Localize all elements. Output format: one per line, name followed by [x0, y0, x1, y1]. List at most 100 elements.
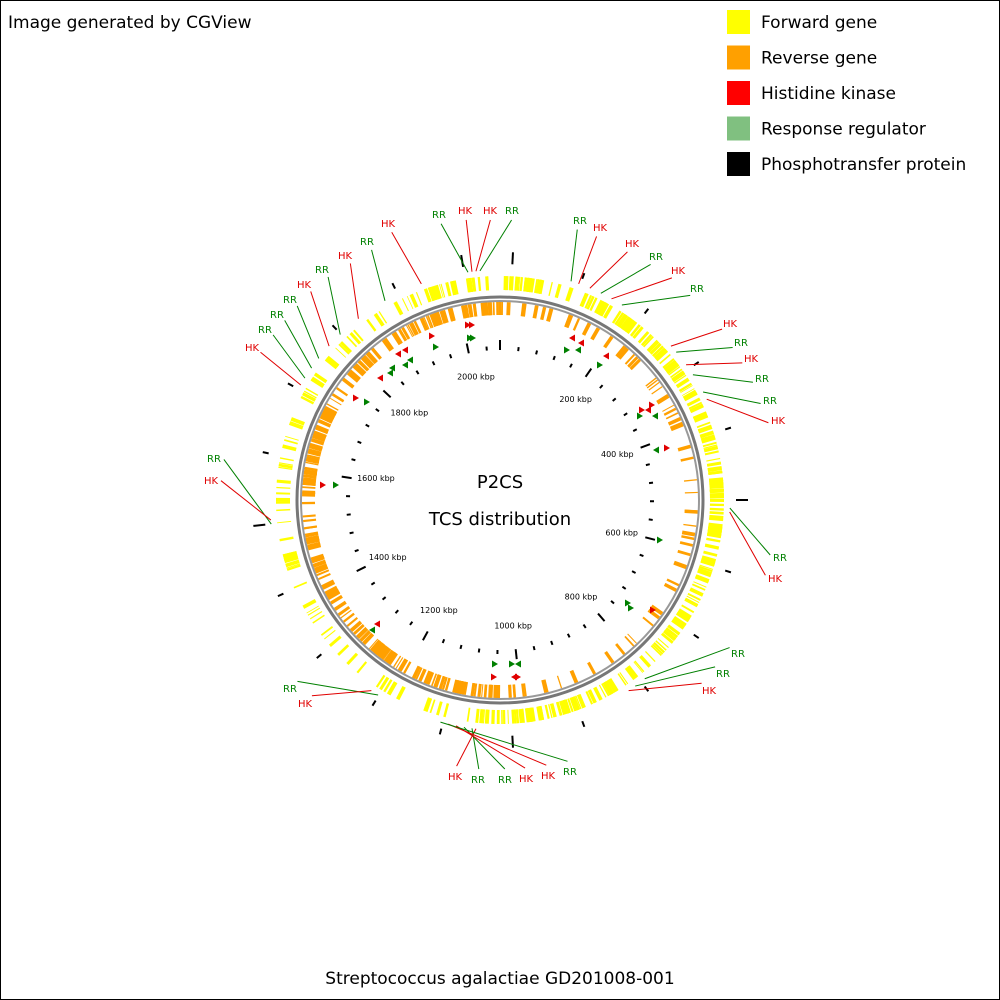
forward-gene [624, 319, 636, 334]
scale-tick [431, 361, 436, 366]
legend-label: Response regulator [761, 120, 926, 140]
reverse-gene [357, 360, 369, 372]
forward-gene [378, 311, 388, 324]
label-leader [621, 294, 691, 306]
tcs-label: HK [245, 343, 260, 354]
forward-gene [709, 482, 724, 487]
label-leader [600, 263, 651, 294]
forward-gene [663, 359, 677, 371]
reverse-gene [603, 335, 614, 349]
outer-tick [724, 569, 732, 574]
reverse-gene [305, 459, 320, 465]
tcs-marker [402, 346, 408, 354]
scale-tick [354, 548, 359, 553]
forward-gene [303, 390, 317, 399]
forward-gene [356, 661, 368, 674]
reverse-gene [367, 351, 378, 363]
reverse-gene [331, 394, 344, 403]
scale-label: 1000 kbp [494, 621, 532, 630]
reverse-gene [425, 315, 432, 329]
forward-gene [279, 536, 294, 542]
forward-gene [692, 411, 708, 421]
scale-label: 1200 kbp [420, 606, 458, 615]
forward-gene [688, 401, 703, 410]
forward-gene [653, 641, 666, 654]
tcs-marker [374, 620, 380, 628]
scale-tick [621, 585, 627, 590]
reverse-gene [441, 309, 449, 324]
tcs-marker [470, 334, 476, 342]
reverse-gene [383, 649, 393, 662]
reverse-gene [604, 650, 615, 664]
reverse-gene [564, 314, 571, 328]
reverse-gene [677, 549, 691, 557]
reverse-gene [512, 684, 515, 698]
forward-gene [653, 347, 667, 360]
forward-gene [524, 708, 530, 723]
forward-gene [699, 564, 714, 570]
reverse-gene [679, 541, 694, 547]
tcs-label: RR [773, 553, 787, 564]
forward-gene [507, 709, 509, 724]
forward-gene [646, 339, 658, 352]
reverse-gene [306, 456, 320, 463]
forward-gene [509, 276, 514, 291]
tcs-label: RR [283, 295, 297, 306]
forward-gene [326, 355, 340, 367]
forward-gene [605, 680, 615, 694]
forward-gene [288, 422, 304, 430]
reverse-gene [481, 302, 486, 316]
label-leader [272, 334, 306, 379]
reverse-gene [385, 650, 396, 664]
reverse-gene [683, 479, 698, 482]
forward-gene [565, 287, 574, 302]
reverse-gene [667, 417, 681, 425]
reverse-gene [324, 586, 339, 597]
forward-gene [709, 517, 724, 521]
tcs-marker [407, 356, 413, 364]
reverse-gene [489, 684, 494, 698]
reverse-gene [321, 411, 335, 420]
reverse-gene [472, 683, 475, 697]
forward-gene [523, 277, 527, 292]
scale-tick [623, 412, 628, 417]
label-leader [260, 351, 302, 386]
tcs-marker [433, 343, 439, 351]
reverse-gene [338, 606, 350, 616]
legend-swatch [727, 45, 750, 70]
forward-gene [562, 699, 570, 714]
tcs-label: RR [649, 252, 663, 263]
scale-label: 1400 kbp [369, 553, 407, 562]
reverse-gene [322, 408, 336, 419]
reverse-gene [521, 303, 525, 317]
tcs-marker [369, 626, 375, 634]
forward-gene [434, 284, 442, 300]
forward-gene [469, 277, 474, 292]
tcs-label: RR [731, 649, 745, 660]
scale-label: 1800 kbp [391, 408, 429, 417]
reverse-gene [311, 556, 325, 563]
reverse-gene [572, 317, 581, 331]
tcs-marker [469, 321, 475, 329]
reverse-gene [662, 404, 675, 412]
forward-gene [383, 679, 393, 693]
forward-gene [415, 291, 423, 306]
reverse-gene [484, 302, 489, 316]
scale-tick [599, 384, 604, 389]
forward-gene [569, 697, 576, 712]
scale-tick [382, 389, 392, 399]
forward-gene [485, 276, 489, 291]
forward-gene [320, 625, 334, 636]
forward-gene [375, 674, 386, 688]
reverse-gene [305, 461, 319, 466]
reverse-gene [642, 616, 654, 627]
label-leader [448, 723, 547, 766]
reverse-gene [327, 590, 340, 600]
label-leader [729, 511, 766, 576]
forward-gene [447, 282, 452, 296]
reverse-gene [398, 328, 408, 342]
reverse-gene [474, 303, 478, 317]
forward-gene [590, 297, 598, 311]
legend: Forward gene Reverse gene Histidine kinase… [727, 10, 966, 176]
